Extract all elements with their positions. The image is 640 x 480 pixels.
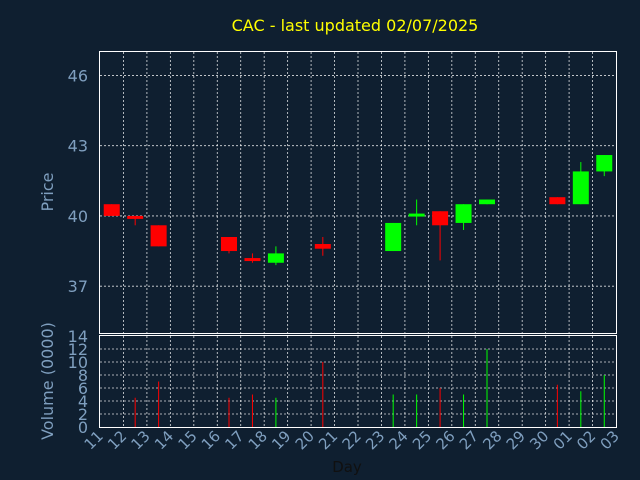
candle bbox=[549, 197, 566, 205]
x-tick-label: 21 bbox=[315, 427, 341, 453]
x-tick-label: 15 bbox=[174, 427, 200, 453]
candle-body bbox=[408, 213, 425, 217]
candle-body bbox=[314, 244, 331, 249]
price-axis-label: Price bbox=[38, 172, 57, 211]
candles bbox=[103, 155, 613, 266]
x-tick-label: 14 bbox=[151, 427, 177, 453]
candle bbox=[221, 236, 237, 254]
x-tick-label: 13 bbox=[128, 427, 154, 453]
candle bbox=[572, 162, 589, 205]
x-tick-label: 24 bbox=[386, 427, 412, 453]
candle-body bbox=[385, 222, 402, 252]
candle bbox=[267, 246, 284, 266]
volume-axis-label: Volume (0000) bbox=[38, 322, 57, 440]
candle bbox=[150, 225, 167, 247]
candle-body bbox=[572, 171, 589, 205]
x-tick-label: 26 bbox=[432, 427, 458, 453]
candle-body bbox=[432, 211, 449, 226]
x-tick-label: 29 bbox=[503, 427, 529, 453]
x-axis-label: Day bbox=[332, 458, 362, 476]
volume-tick-label: 6 bbox=[78, 379, 88, 398]
candle bbox=[479, 199, 495, 205]
candle bbox=[455, 204, 472, 230]
price-tick-label: 46 bbox=[68, 66, 88, 85]
volume-tick-label: 0 bbox=[78, 418, 88, 437]
candle bbox=[385, 222, 402, 252]
price-tick-labels: 37 40 43 46 bbox=[68, 66, 88, 296]
volume-panel bbox=[99, 335, 617, 428]
x-tick-label: 23 bbox=[362, 427, 388, 453]
x-tick-label: 03 bbox=[597, 427, 623, 453]
x-tick-label: 28 bbox=[479, 427, 505, 453]
x-tick-label: 30 bbox=[526, 427, 552, 453]
price-panel bbox=[99, 51, 617, 334]
x-tick-label: 01 bbox=[550, 427, 576, 453]
x-tick-label: 17 bbox=[221, 427, 247, 453]
candle-body bbox=[127, 215, 144, 219]
x-tick-label: 22 bbox=[339, 427, 365, 453]
x-tick-label: 16 bbox=[198, 427, 224, 453]
x-tick-label: 20 bbox=[292, 427, 318, 453]
x-tick-label: 27 bbox=[456, 427, 482, 453]
volume-bars bbox=[134, 349, 605, 427]
candle bbox=[314, 236, 331, 256]
candle-body bbox=[455, 204, 472, 223]
volume-tick-label: 4 bbox=[78, 392, 88, 411]
candle-body bbox=[479, 199, 495, 205]
x-tick-label: 12 bbox=[104, 427, 130, 453]
price-tick-label: 40 bbox=[68, 207, 88, 226]
candle-body bbox=[244, 258, 261, 262]
volume-tick-label: 8 bbox=[78, 366, 88, 385]
candle bbox=[432, 211, 449, 261]
candle bbox=[408, 199, 425, 226]
x-tick-label: 02 bbox=[573, 427, 599, 453]
price-tick-label: 37 bbox=[68, 277, 88, 296]
volume-tick-label: 14 bbox=[68, 327, 88, 346]
candle bbox=[596, 155, 613, 177]
gridlines bbox=[100, 52, 616, 427]
volume-tick-label: 2 bbox=[78, 405, 88, 424]
candle bbox=[244, 253, 261, 263]
x-tick-labels: 1112131415161718192021222324252627282930… bbox=[81, 427, 623, 453]
candle bbox=[127, 215, 144, 226]
x-tick-label: 19 bbox=[268, 427, 294, 453]
volume-tick-label: 10 bbox=[68, 353, 88, 372]
candle-body bbox=[596, 155, 613, 172]
candle-body bbox=[150, 225, 167, 247]
candle-body bbox=[103, 204, 120, 216]
candle bbox=[103, 204, 120, 216]
x-tick-label: 18 bbox=[245, 427, 271, 453]
chart-title: CAC - last updated 02/07/2025 bbox=[232, 16, 479, 35]
volume-tick-label: 12 bbox=[68, 340, 88, 359]
x-tick-label: 25 bbox=[409, 427, 435, 453]
candle-body bbox=[221, 236, 237, 252]
candle-body bbox=[267, 253, 284, 263]
price-tick-label: 43 bbox=[68, 137, 88, 156]
candle-body bbox=[549, 197, 566, 205]
